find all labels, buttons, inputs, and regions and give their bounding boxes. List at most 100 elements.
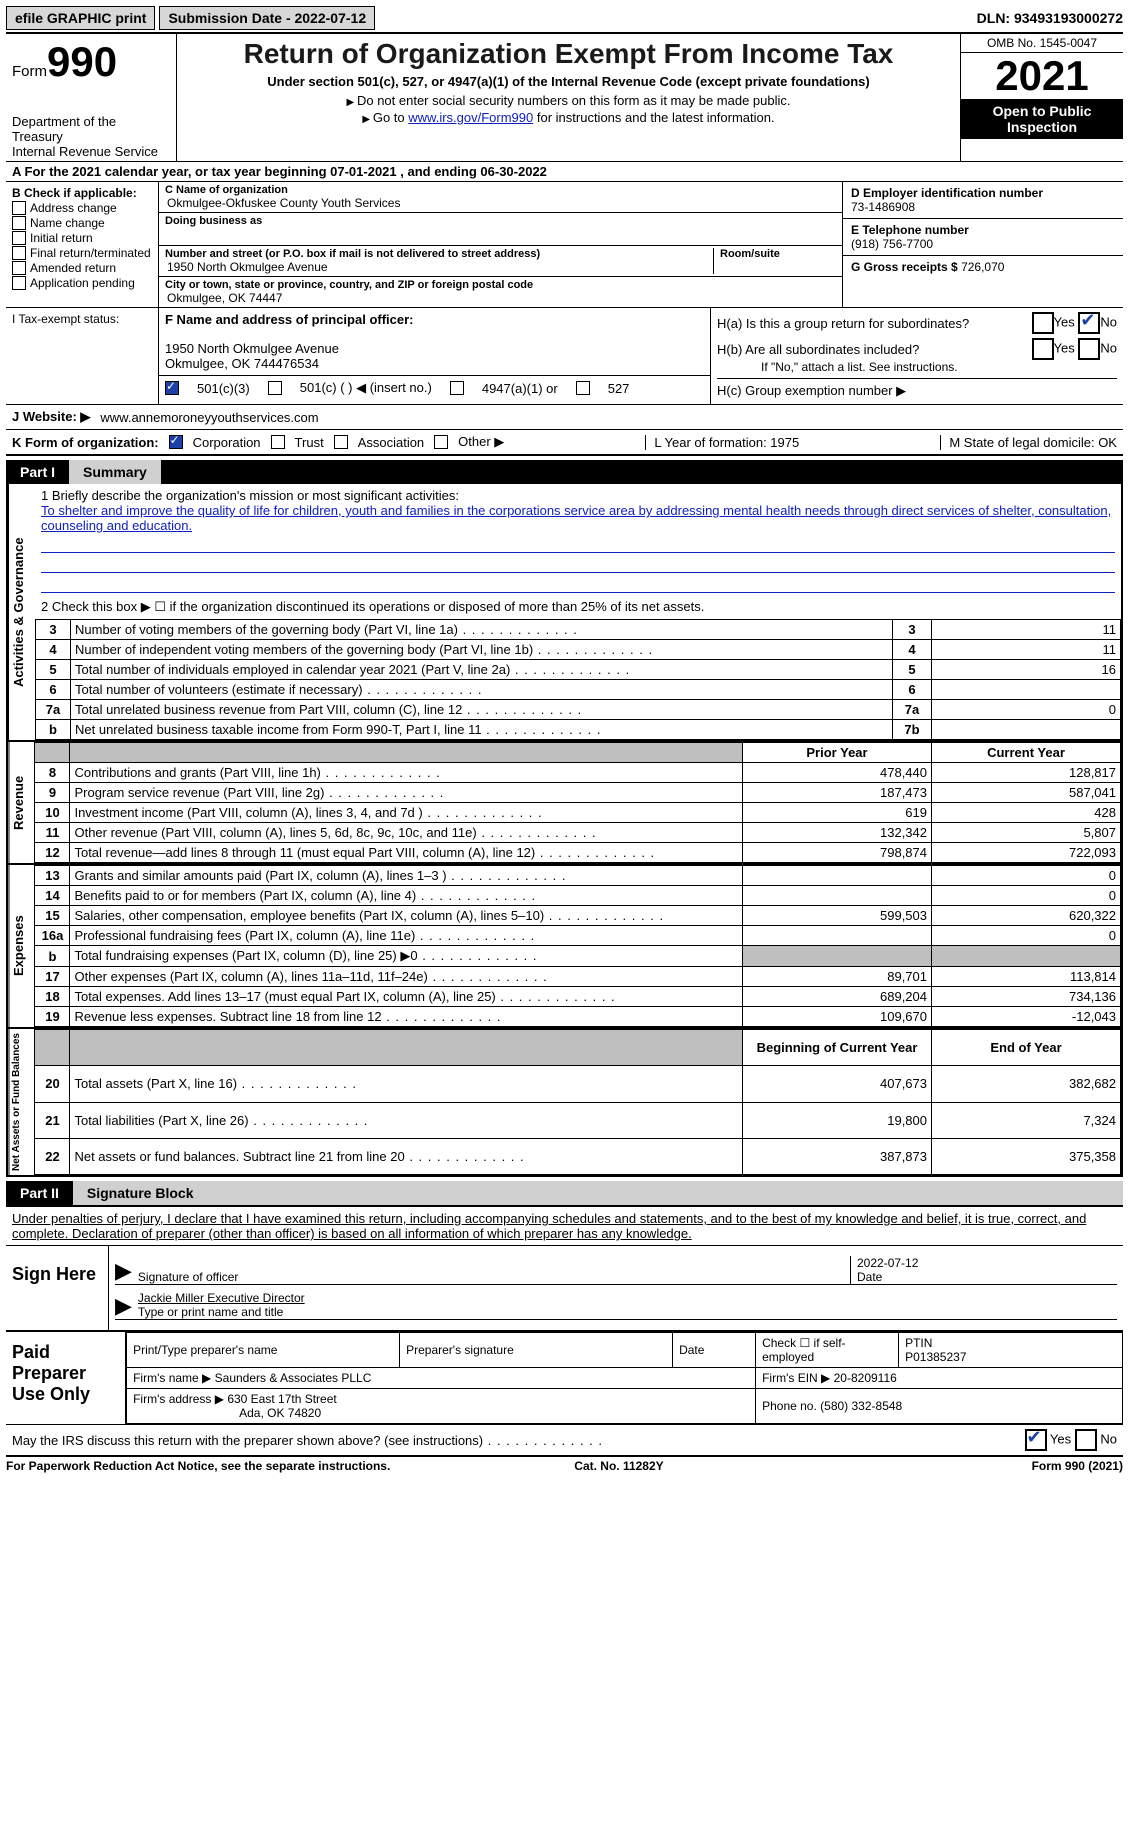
trust-checkbox[interactable] [271,435,285,449]
ha-yes[interactable] [1032,312,1054,334]
part2-num: Part II [6,1181,73,1205]
city-lab: City or town, state or province, country… [165,279,836,291]
col-begin: Beginning of Current Year [743,1030,932,1066]
part1-tab: Part I Summary [6,460,1123,484]
section-f: F Name and address of principal officer:… [159,308,711,404]
sig-officer-lab: Signature of officer [138,1270,850,1284]
k-o2: Trust [295,435,324,450]
501c-checkbox[interactable] [268,381,282,395]
final-return-checkbox[interactable] [12,246,26,260]
gross-val: 726,070 [961,260,1004,274]
q2-text: 2 Check this box ▶ ☐ if the organization… [41,599,1115,615]
k-o1: Corporation [193,435,261,450]
addr-change-checkbox[interactable] [12,201,26,215]
vlab-exp: Expenses [8,865,34,1027]
amended-return-checkbox[interactable] [12,261,26,275]
table-row: 20Total assets (Part X, line 16)407,6733… [35,1066,1121,1102]
e-lab: E Telephone number [851,223,1115,237]
table-row: 10Investment income (Part VIII, column (… [35,803,1121,823]
hb-yes[interactable] [1032,338,1054,360]
527-checkbox[interactable] [576,381,590,395]
form-note-1: Do not enter social security numbers on … [183,93,954,108]
addr-lab: Number and street (or P.O. box if mail i… [165,248,707,260]
period-row: A For the 2021 calendar year, or tax yea… [6,161,1123,181]
prep-h4b: PTIN [905,1336,1116,1350]
form-note-2: Go to www.irs.gov/Form990 for instructio… [183,110,954,125]
omb-number: OMB No. 1545-0047 [961,34,1123,53]
table-row: 19Revenue less expenses. Subtract line 1… [35,1007,1121,1027]
other-checkbox[interactable] [434,435,448,449]
faddr-lab: Firm's address ▶ [133,1392,224,1406]
part1-num: Part I [6,460,69,484]
initial-return-checkbox[interactable] [12,231,26,245]
501c3-checkbox[interactable] [165,381,179,395]
hb-lab: H(b) Are all subordinates included? [717,342,919,357]
irs-link[interactable]: www.irs.gov/Form990 [408,110,533,125]
fyes: Yes [1050,1431,1071,1446]
form-subtitle: Under section 501(c), 527, or 4947(a)(1)… [183,74,954,89]
j-lab: J Website: ▶ [12,409,90,425]
officer-name: Jackie Miller Executive Director [138,1291,1117,1305]
table-row: bTotal fundraising expenses (Part IX, co… [35,946,1121,967]
sig-decl: Under penalties of perjury, I declare th… [12,1211,1086,1241]
preparer-block: Paid Preparer Use Only Print/Type prepar… [6,1330,1123,1424]
section-b: B Check if applicable: Address change Na… [6,182,159,307]
discuss-no[interactable] [1075,1429,1097,1451]
section-deg: D Employer identification number 73-1486… [842,182,1123,307]
form-number: Form990 [12,38,170,86]
faddr1: 630 East 17th Street [227,1392,336,1406]
korg-row: K Form of organization: Corporation Trus… [6,429,1123,456]
mission-text: To shelter and improve the quality of li… [41,503,1115,533]
opt-5: Application pending [30,276,135,290]
status-o4: 527 [608,381,630,396]
no2: No [1100,340,1117,355]
f-addr1: 1950 North Okmulgee Avenue [165,341,704,356]
hb-no[interactable] [1078,338,1100,360]
app-pending-checkbox[interactable] [12,276,26,290]
f-lab: F Name and address of principal officer: [165,312,704,327]
vlab-ag: Activities & Governance [8,484,35,740]
officer-name-lab: Type or print name and title [138,1305,1117,1319]
no1: No [1100,314,1117,329]
table-row: 7aTotal unrelated business revenue from … [36,700,1121,720]
ein-val: 73-1486908 [851,200,1115,214]
4947-checkbox[interactable] [450,381,464,395]
corp-checkbox[interactable] [169,435,183,449]
row-fih: I Tax-exempt status: F Name and address … [6,307,1123,404]
header-right: OMB No. 1545-0047 2021 Open to Public In… [961,34,1123,161]
opt-4: Amended return [30,261,116,275]
irs-label: Internal Revenue Service [12,144,170,159]
name-change-checkbox[interactable] [12,216,26,230]
table-row: 21Total liabilities (Part X, line 26)19,… [35,1102,1121,1138]
table-row: 16aProfessional fundraising fees (Part I… [35,926,1121,946]
prep-h4a: Check ☐ if self-employed [756,1333,899,1368]
table-row: 9Program service revenue (Part VIII, lin… [35,783,1121,803]
dba-lab: Doing business as [165,215,262,243]
footer-q-text: May the IRS discuss this return with the… [12,1433,603,1448]
table-row: 11Other revenue (Part VIII, column (A), … [35,823,1121,843]
hb-note: If "No," attach a list. See instructions… [717,360,1117,374]
header-left: Form990 Department of the Treasury Inter… [6,34,177,161]
website-val: www.annemoroneyyouthservices.com [100,410,318,425]
discuss-yes[interactable] [1025,1429,1047,1451]
form-header: Form990 Department of the Treasury Inter… [6,32,1123,161]
assoc-checkbox[interactable] [334,435,348,449]
table-netassets: Beginning of Current Year End of Year 20… [34,1029,1121,1175]
ha-no[interactable] [1078,312,1100,334]
caret-icon-2: ▶ [115,1293,138,1319]
opt-1: Name change [30,216,105,230]
faddr2: Ada, OK 74820 [239,1406,321,1420]
table-row: 22Net assets or fund balances. Subtract … [35,1138,1121,1174]
opt-3: Final return/terminated [30,246,151,260]
open-to-public: Open to Public Inspection [961,99,1123,139]
room-lab: Room/suite [720,248,830,260]
col-current: Current Year [932,743,1121,763]
form-990: 990 [47,38,117,85]
efile-print-button[interactable]: efile GRAPHIC print [6,6,155,30]
m-state: M State of legal domicile: OK [940,435,1117,450]
note2-prefix: Go to [373,110,408,125]
sig-date-val: 2022-07-12 [857,1256,1117,1270]
ein-val: 20-8209116 [834,1371,897,1385]
firm-val: Saunders & Associates PLLC [215,1371,372,1385]
section-c: C Name of organization Okmulgee-Okfuskee… [159,182,842,307]
